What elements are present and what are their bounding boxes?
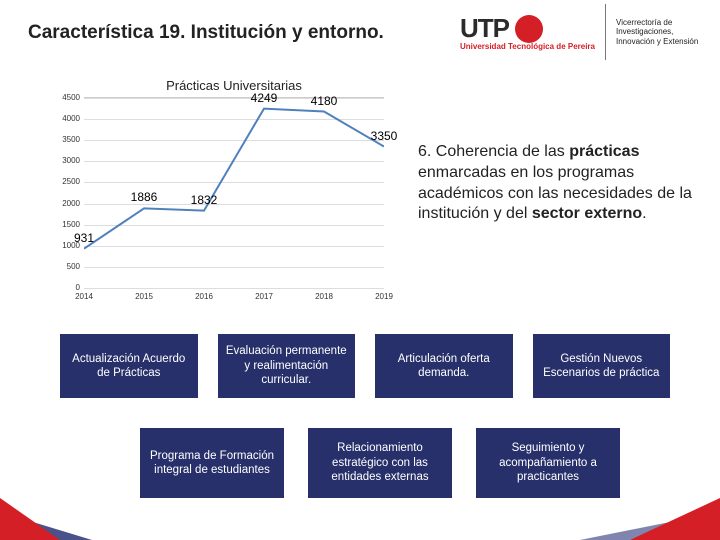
data-label: 3350: [371, 129, 398, 143]
y-tick-label: 1500: [54, 220, 80, 229]
data-label: 931: [74, 231, 94, 245]
logo-subtitle: Universidad Tecnológica de Pereira: [460, 42, 595, 51]
y-tick-label: 500: [54, 262, 80, 271]
y-tick-label: 2000: [54, 199, 80, 208]
info-card: Gestión Nuevos Escenarios de práctica: [533, 334, 671, 398]
page-title: Característica 19. Institución y entorno…: [28, 22, 384, 44]
info-card: Articulación oferta demanda.: [375, 334, 513, 398]
decor-triangle-icon: [0, 498, 60, 540]
logo-block: UTP Universidad Tecnológica de Pereira V…: [460, 4, 706, 60]
text: .: [642, 205, 646, 222]
info-card: Programa de Formación integral de estudi…: [140, 428, 284, 498]
card-row-1: Actualización Acuerdo de Prácticas Evalua…: [60, 334, 670, 398]
data-label: 4249: [251, 91, 278, 105]
chart-plot: 0500100015002000250030003500400045002014…: [84, 97, 384, 287]
logo-side-text: Vicerrectoría de Investigaciones, Innova…: [616, 18, 706, 46]
data-label: 1832: [191, 193, 218, 207]
logo-letters: UTP: [460, 13, 509, 44]
x-tick-label: 2017: [255, 292, 273, 301]
chart-practicas: Prácticas Universitarias 050010001500200…: [84, 78, 384, 308]
paragraph-coherencia: 6. Coherencia de las prácticas enmarcada…: [418, 142, 698, 225]
text-bold: prácticas: [569, 143, 639, 160]
y-tick-label: 3000: [54, 156, 80, 165]
line-series: [84, 98, 384, 288]
x-tick-label: 2019: [375, 292, 393, 301]
decor-triangle-icon: [630, 498, 720, 540]
data-label: 1886: [131, 190, 158, 204]
y-tick-label: 4500: [54, 93, 80, 102]
text-bold: sector externo: [532, 205, 642, 222]
gridline: [84, 288, 384, 289]
data-label: 4180: [311, 94, 338, 108]
x-tick-label: 2018: [315, 292, 333, 301]
y-tick-label: 4000: [54, 114, 80, 123]
x-tick-label: 2015: [135, 292, 153, 301]
text: 6. Coherencia de las: [418, 143, 569, 160]
chart-title: Prácticas Universitarias: [84, 78, 384, 93]
y-tick-label: 2500: [54, 177, 80, 186]
divider: [605, 4, 606, 60]
info-card: Actualización Acuerdo de Prácticas: [60, 334, 198, 398]
y-tick-label: 0: [54, 283, 80, 292]
card-row-2: Programa de Formación integral de estudi…: [140, 428, 620, 498]
x-tick-label: 2014: [75, 292, 93, 301]
x-tick-label: 2016: [195, 292, 213, 301]
logo-circle-icon: [515, 15, 543, 43]
info-card: Seguimiento y acompañamiento a practican…: [476, 428, 620, 498]
y-tick-label: 3500: [54, 135, 80, 144]
logo-utp: UTP: [460, 13, 595, 44]
info-card: Relacionamiento estratégico con las enti…: [308, 428, 452, 498]
info-card: Evaluación permanente y realimentación c…: [218, 334, 356, 398]
